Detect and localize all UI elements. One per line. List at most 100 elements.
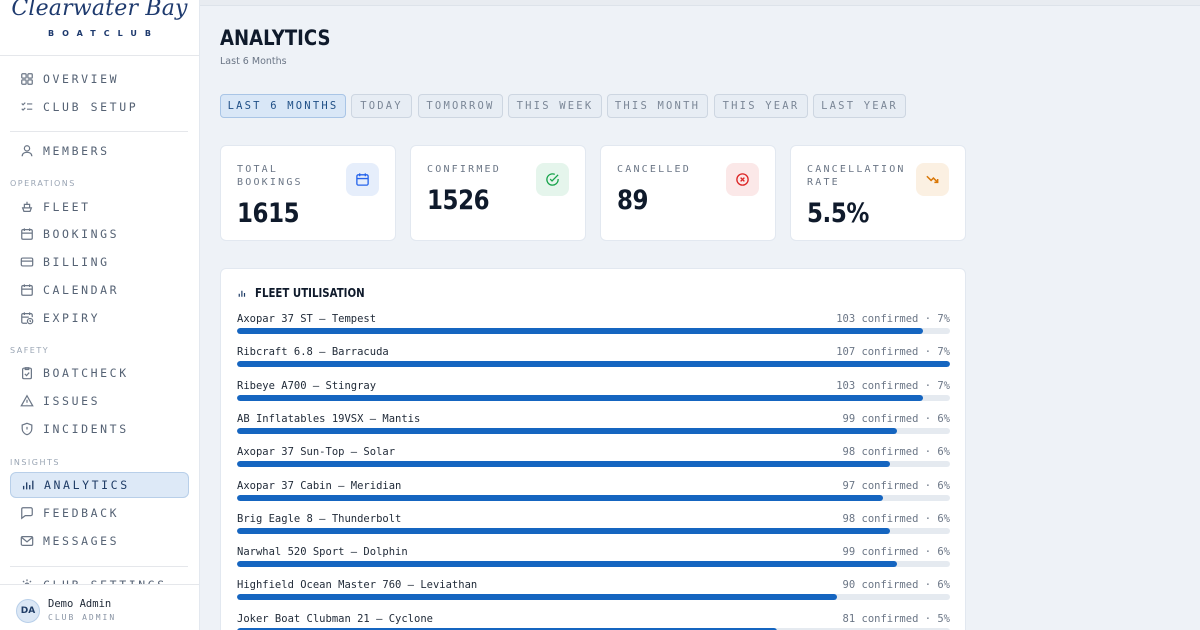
utilisation-bar — [237, 627, 777, 630]
fleet-utilisation-panel: FLEET UTILISATION Axopar 37 ST — Tempest… — [220, 268, 966, 630]
user-profile[interactable]: DA Demo Admin CLUB ADMIN — [0, 584, 199, 630]
sidebar-item-label: MESSAGES — [43, 534, 120, 548]
filter-last-6-months[interactable]: LAST 6 MONTHS — [220, 94, 346, 118]
ship-icon — [20, 200, 34, 214]
boat-stat: 90 confirmed · 6% — [842, 579, 950, 592]
boat-stat: 103 confirmed · 7% — [836, 313, 950, 325]
sidebar-item-messages[interactable]: MESSAGES — [10, 528, 189, 554]
boat-name: Brig Eagle 8 — Thunderbolt — [237, 512, 402, 525]
calendar-icon — [20, 283, 34, 297]
utilisation-track — [237, 594, 950, 601]
boat-stat: 97 confirmed · 6% — [842, 479, 950, 492]
boat-stat: 98 confirmed · 6% — [842, 512, 950, 525]
utilisation-track — [237, 394, 950, 401]
boat-name: AB Inflatables 19VSX — Mantis — [237, 412, 421, 425]
bar-chart-icon — [238, 290, 246, 297]
sidebar-item-feedback[interactable]: FEEDBACK — [10, 500, 189, 526]
sidebar-item-expiry[interactable]: EXPIRY — [10, 305, 189, 331]
fleet-row: Highfield Ocean Master 760 — Leviathan 90… — [237, 579, 950, 605]
utilisation-bar — [237, 328, 924, 334]
stat-label: CANCELLED — [617, 164, 691, 175]
brand-logo[interactable]: Clearwater Bay BOATCLUB — [0, 0, 199, 56]
page-subtitle: Last 6 Months — [220, 56, 287, 67]
sidebar-item-analytics[interactable]: ANALYTICS — [10, 472, 189, 498]
panel-header: FLEET UTILISATION — [237, 286, 384, 300]
filter-this-week[interactable]: THIS WEEK — [508, 94, 602, 118]
utilisation-bar — [237, 427, 897, 434]
filter-tomorrow[interactable]: TOMORROW — [418, 94, 503, 118]
fleet-row: Brig Eagle 8 — Thunderbolt 98 confirmed ·… — [237, 513, 950, 539]
grid-icon — [20, 72, 34, 86]
user-name: Demo Admin — [48, 598, 112, 610]
filter-this-month[interactable]: THIS MONTH — [607, 94, 708, 118]
sidebar: Clearwater Bay BOATCLUB OVERVIEW CLUB SE… — [0, 0, 200, 630]
boat-name: Highfield Ocean Master 760 — Leviathan — [237, 579, 478, 592]
stat-value: 89 — [617, 185, 649, 216]
utilisation-track — [237, 527, 950, 534]
fleet-row: Axopar 37 Cabin — Meridian 97 confirmed ·… — [237, 480, 950, 506]
boat-name: Narwhal 520 Sport — Dolphin — [237, 546, 408, 559]
section-label-insights: INSIGHTS — [10, 458, 60, 467]
utilisation-bar — [237, 561, 897, 568]
user-role: CLUB ADMIN — [48, 613, 117, 622]
sidebar-item-billing[interactable]: BILLING — [10, 249, 189, 275]
stat-value: 1615 — [237, 198, 300, 229]
message-square-icon — [20, 506, 34, 520]
calendar-icon — [346, 163, 379, 196]
calendar-icon — [20, 227, 34, 241]
brand-subtitle: BOATCLUB — [48, 29, 159, 38]
sidebar-divider — [10, 566, 188, 567]
sidebar-item-label: BILLING — [43, 255, 110, 269]
utilisation-bar — [237, 527, 891, 534]
sidebar-item-members[interactable]: MEMBERS — [10, 138, 189, 164]
sidebar-item-label: ANALYTICS — [44, 478, 130, 492]
boat-stat: 103 confirmed · 7% — [836, 379, 950, 392]
card-icon — [20, 255, 34, 269]
fleet-row: Ribcraft 6.8 — Barracuda 107 confirmed · … — [237, 346, 950, 372]
section-label-operations: OPERATIONS — [10, 179, 76, 188]
fleet-row: Axopar 37 Sun-Top — Solar 98 confirmed · … — [237, 446, 950, 472]
sidebar-item-overview[interactable]: OVERVIEW — [10, 66, 189, 92]
sidebar-item-label: INCIDENTS — [43, 422, 129, 436]
filter-today[interactable]: TODAY — [351, 94, 412, 118]
x-circle-icon — [726, 163, 759, 196]
utilisation-bar — [237, 494, 884, 501]
utilisation-track — [237, 427, 950, 434]
top-bar — [200, 0, 1200, 6]
sidebar-item-bookings[interactable]: BOOKINGS — [10, 221, 189, 247]
fleet-row: Ribeye A700 — Stingray 103 confirmed · 7% — [237, 380, 950, 406]
sidebar-item-issues[interactable]: ISSUES — [10, 388, 189, 414]
sidebar-item-label: ISSUES — [43, 394, 101, 408]
stat-card-cancelled: CANCELLED 89 — [600, 145, 776, 241]
stat-card-confirmed: CONFIRMED 1526 — [410, 145, 586, 241]
boat-stat: 99 confirmed · 6% — [842, 546, 950, 559]
section-label-safety: SAFETY — [10, 346, 50, 355]
clipboard-check-icon — [20, 366, 34, 380]
shield-icon — [20, 422, 34, 436]
stat-value: 5.5% — [807, 198, 869, 229]
filter-this-year[interactable]: THIS YEAR — [714, 94, 808, 118]
boat-name: Axopar 37 ST — Tempest — [237, 313, 377, 325]
utilisation-track — [237, 494, 950, 501]
utilisation-bar — [237, 594, 837, 601]
boat-stat: 99 confirmed · 6% — [842, 412, 950, 425]
sidebar-item-fleet[interactable]: FLEET — [10, 194, 189, 220]
warning-triangle-icon — [20, 394, 34, 408]
stat-label: CONFIRMED — [427, 164, 501, 175]
utilisation-track — [237, 328, 950, 334]
stat-card-total-bookings: TOTAL BOOKINGS 1615 — [220, 145, 396, 241]
sidebar-item-label: BOATCHECK — [43, 366, 129, 380]
utilisation-bar — [237, 394, 924, 401]
filter-last-year[interactable]: LAST YEAR — [813, 94, 906, 118]
user-icon — [20, 144, 34, 158]
sidebar-item-incidents[interactable]: INCIDENTS — [10, 416, 189, 442]
sidebar-item-boatcheck[interactable]: BOATCHECK — [10, 360, 189, 386]
utilisation-track — [237, 627, 950, 630]
sidebar-item-label: FLEET — [43, 200, 91, 214]
calendar-clock-icon — [20, 311, 34, 325]
sidebar-item-calendar[interactable]: CALENDAR — [10, 277, 189, 303]
utilisation-track — [237, 561, 950, 568]
sidebar-item-club-setup[interactable]: CLUB SETUP — [10, 94, 189, 120]
sidebar-item-label: OVERVIEW — [43, 72, 120, 86]
boat-name: Ribeye A700 — Stingray — [237, 379, 377, 392]
